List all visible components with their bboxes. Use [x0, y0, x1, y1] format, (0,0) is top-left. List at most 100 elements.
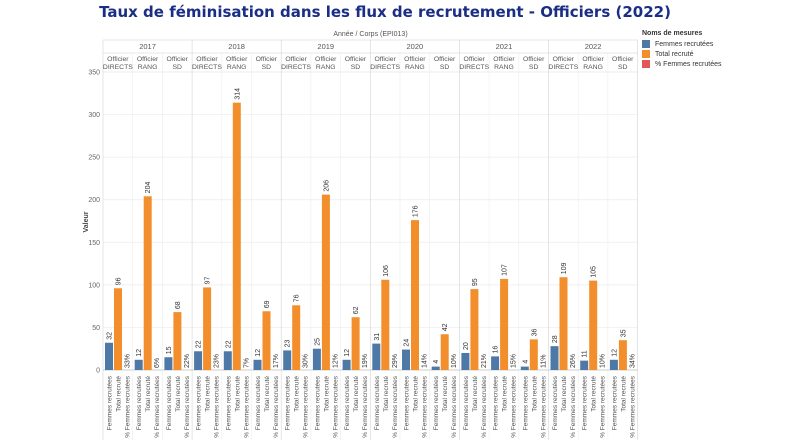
corps-header-line2: DIRECTS	[192, 64, 222, 71]
data-label-pct: 17%	[273, 354, 280, 368]
bar-total	[292, 305, 301, 370]
x-tick-label: Femmes recrutées	[225, 375, 232, 430]
x-tick-label: % Femmes recrutées	[125, 375, 132, 438]
x-tick-label: Total recruté	[472, 376, 479, 412]
legend: Noms de mesures Femmes recrutées Total r…	[642, 30, 782, 70]
x-tick-label: Femmes recrutées	[166, 375, 173, 430]
x-tick-label: % Femmes recrutées	[154, 375, 161, 438]
year-header: 2022	[585, 42, 602, 51]
data-label-pct: 22%	[184, 354, 191, 368]
bar-total	[500, 278, 509, 370]
x-tick-label: % Femmes recrutées	[422, 375, 429, 438]
data-label-pct: 7%	[243, 358, 250, 368]
x-tick-label: Femmes recrutées	[314, 375, 321, 430]
y-tick-label: 200	[88, 197, 100, 204]
corps-header-line1: Officier	[523, 56, 545, 63]
bar-femmes	[164, 357, 173, 370]
corps-header-line1: Officier	[256, 56, 278, 63]
corps-header-line2: RANG	[138, 64, 158, 71]
data-label-pct: 12%	[332, 354, 339, 368]
data-label-femmes: 16	[493, 345, 500, 353]
x-tick-label: Total recruté	[413, 376, 420, 412]
x-tick-label: Total recruté	[294, 376, 301, 412]
y-axis-label: Valeur	[83, 211, 90, 232]
legend-item-femmes[interactable]: Femmes recrutées	[642, 40, 782, 48]
x-tick-label: Total recruté	[620, 376, 627, 412]
legend-swatch-total	[642, 50, 650, 58]
corps-header-line1: Officier	[167, 56, 189, 63]
year-header: 2018	[228, 42, 245, 51]
x-tick-label: Total recruté	[561, 376, 568, 412]
x-tick-label: Total recruté	[116, 376, 123, 412]
data-label-pct: 21%	[481, 354, 488, 368]
x-tick-label: Total recruté	[442, 376, 449, 412]
corps-header-line1: Officier	[315, 56, 337, 63]
data-label-total: 107	[502, 264, 509, 276]
corps-header-line2: SD	[440, 64, 450, 71]
x-tick-label: Femmes recrutées	[493, 375, 500, 430]
bar-total	[114, 288, 122, 370]
corps-header-line1: Officier	[612, 56, 634, 63]
x-tick-label: Femmes recrutées	[136, 375, 143, 430]
corps-header-line2: SD	[351, 64, 361, 71]
x-tick-label: % Femmes recrutées	[214, 375, 221, 438]
corps-header-line1: Officier	[553, 56, 575, 63]
y-tick-label: 300	[88, 112, 100, 119]
year-header: 2017	[139, 42, 156, 51]
bar-total	[321, 194, 330, 370]
bar-femmes	[431, 366, 440, 370]
x-tick-label: Femmes recrutées	[344, 375, 351, 430]
corps-header-line1: Officier	[285, 56, 307, 63]
x-tick-label: Total recruté	[145, 376, 152, 412]
legend-title: Noms de mesures	[642, 30, 703, 37]
corps-header-line1: Officier	[404, 56, 426, 63]
bar-femmes	[283, 350, 292, 370]
bar-total	[232, 102, 241, 370]
corps-header-line2: RANG	[583, 64, 603, 71]
data-label-femmes: 15	[166, 346, 173, 354]
x-tick-label: Total recruté	[591, 376, 598, 412]
corps-header-line2: DIRECTS	[548, 64, 578, 71]
x-tick-label: % Femmes recrutées	[570, 375, 577, 438]
bar-femmes	[342, 359, 351, 370]
x-tick-label: % Femmes recrutées	[273, 375, 280, 438]
data-label-pct: 11%	[540, 355, 547, 369]
x-tick-label: Total recruté	[205, 376, 212, 412]
legend-item-total[interactable]: Total recruté	[642, 50, 782, 58]
data-label-femmes: 12	[344, 349, 351, 357]
bar-total	[411, 220, 419, 370]
data-label-pct: 15%	[511, 354, 518, 368]
x-tick-label: % Femmes recrutées	[332, 375, 339, 438]
corps-header-line1: Officier	[464, 56, 486, 63]
data-label-total: 76	[294, 294, 301, 302]
bar-total	[589, 280, 598, 370]
x-tick-label: Femmes recrutées	[374, 375, 381, 430]
corps-header-line1: Officier	[493, 56, 515, 63]
corps-header-line1: Officier	[374, 56, 396, 63]
data-label-femmes: 12	[255, 349, 262, 357]
bar-total	[559, 277, 568, 370]
corps-header-line2: RANG	[227, 64, 247, 71]
legend-label-femmes: Femmes recrutées	[655, 40, 714, 48]
corps-header-line2: DIRECTS	[281, 64, 311, 71]
bar-total	[618, 340, 627, 370]
corps-header-line1: Officier	[434, 56, 456, 63]
x-tick-label: Total recruté	[353, 376, 360, 412]
data-label-femmes: 23	[285, 340, 292, 348]
bar-femmes	[253, 359, 262, 370]
data-label-femmes: 24	[404, 339, 411, 347]
data-label-femmes: 22	[196, 340, 203, 348]
data-label-femmes: 12	[136, 349, 143, 357]
x-tick-label: Femmes recrutées	[107, 375, 114, 430]
x-tick-label: % Femmes recrutées	[600, 375, 607, 438]
data-label-total: 36	[531, 328, 538, 336]
x-tick-label: % Femmes recrutées	[303, 375, 310, 438]
corps-header-line2: DIRECTS	[459, 64, 489, 71]
legend-item-pct[interactable]: % Femmes recrutées	[642, 60, 782, 68]
x-tick-label: % Femmes recrutées	[540, 375, 547, 438]
bar-femmes	[372, 343, 381, 370]
bar-femmes	[402, 349, 410, 370]
x-tick-label: Femmes recrutées	[522, 375, 529, 430]
corps-header-line2: RANG	[405, 64, 425, 71]
bar-chart: Année / Corps (EPI013) 0 50 100 150 200 250 300…	[83, 31, 638, 440]
